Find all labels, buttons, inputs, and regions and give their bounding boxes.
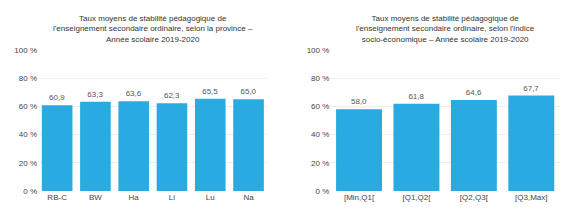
svg-text:80 %: 80 % bbox=[19, 74, 37, 83]
svg-text:65,5: 65,5 bbox=[202, 87, 218, 96]
svg-text:[Q2,Q3[: [Q2,Q3[ bbox=[460, 193, 489, 202]
svg-text:0 %: 0 % bbox=[23, 187, 37, 196]
svg-text:60 %: 60 % bbox=[311, 102, 329, 111]
svg-text:40 %: 40 % bbox=[19, 130, 37, 139]
svg-text:65,0: 65,0 bbox=[240, 87, 256, 96]
svg-text:58,0: 58,0 bbox=[351, 97, 367, 106]
svg-text:100 %: 100 % bbox=[14, 46, 37, 55]
svg-text:[Q1,Q2[: [Q1,Q2[ bbox=[402, 193, 431, 202]
svg-text:Taux moyens de stabilité pédag: Taux moyens de stabilité pédagogique del… bbox=[53, 14, 253, 44]
svg-text:62,3: 62,3 bbox=[164, 91, 180, 100]
svg-text:Lu: Lu bbox=[206, 193, 215, 202]
svg-text:20 %: 20 % bbox=[19, 159, 37, 168]
svg-text:40 %: 40 % bbox=[311, 130, 329, 139]
svg-text:Ha: Ha bbox=[129, 193, 140, 202]
svg-text:Li: Li bbox=[169, 193, 175, 202]
svg-text:Taux moyens de stabilité pédag: Taux moyens de stabilité pédagogique del… bbox=[356, 14, 535, 44]
svg-text:64,6: 64,6 bbox=[466, 88, 482, 97]
svg-text:63,6: 63,6 bbox=[126, 89, 142, 98]
svg-text:80 %: 80 % bbox=[311, 74, 329, 83]
svg-text:RB-C: RB-C bbox=[47, 193, 67, 202]
svg-text:100 %: 100 % bbox=[307, 46, 330, 55]
svg-text:[Q3,Max]: [Q3,Max] bbox=[515, 193, 547, 202]
svg-text:[Min,Q1[: [Min,Q1[ bbox=[344, 193, 375, 202]
svg-text:0 %: 0 % bbox=[316, 187, 330, 196]
svg-text:67,7: 67,7 bbox=[523, 84, 539, 93]
svg-text:61,8: 61,8 bbox=[408, 92, 424, 101]
svg-text:63,3: 63,3 bbox=[87, 90, 103, 99]
svg-text:60 %: 60 % bbox=[19, 102, 37, 111]
svg-text:20 %: 20 % bbox=[311, 159, 329, 168]
svg-text:Na: Na bbox=[243, 193, 254, 202]
svg-text:BW: BW bbox=[89, 193, 102, 202]
svg-text:60,9: 60,9 bbox=[49, 93, 65, 102]
